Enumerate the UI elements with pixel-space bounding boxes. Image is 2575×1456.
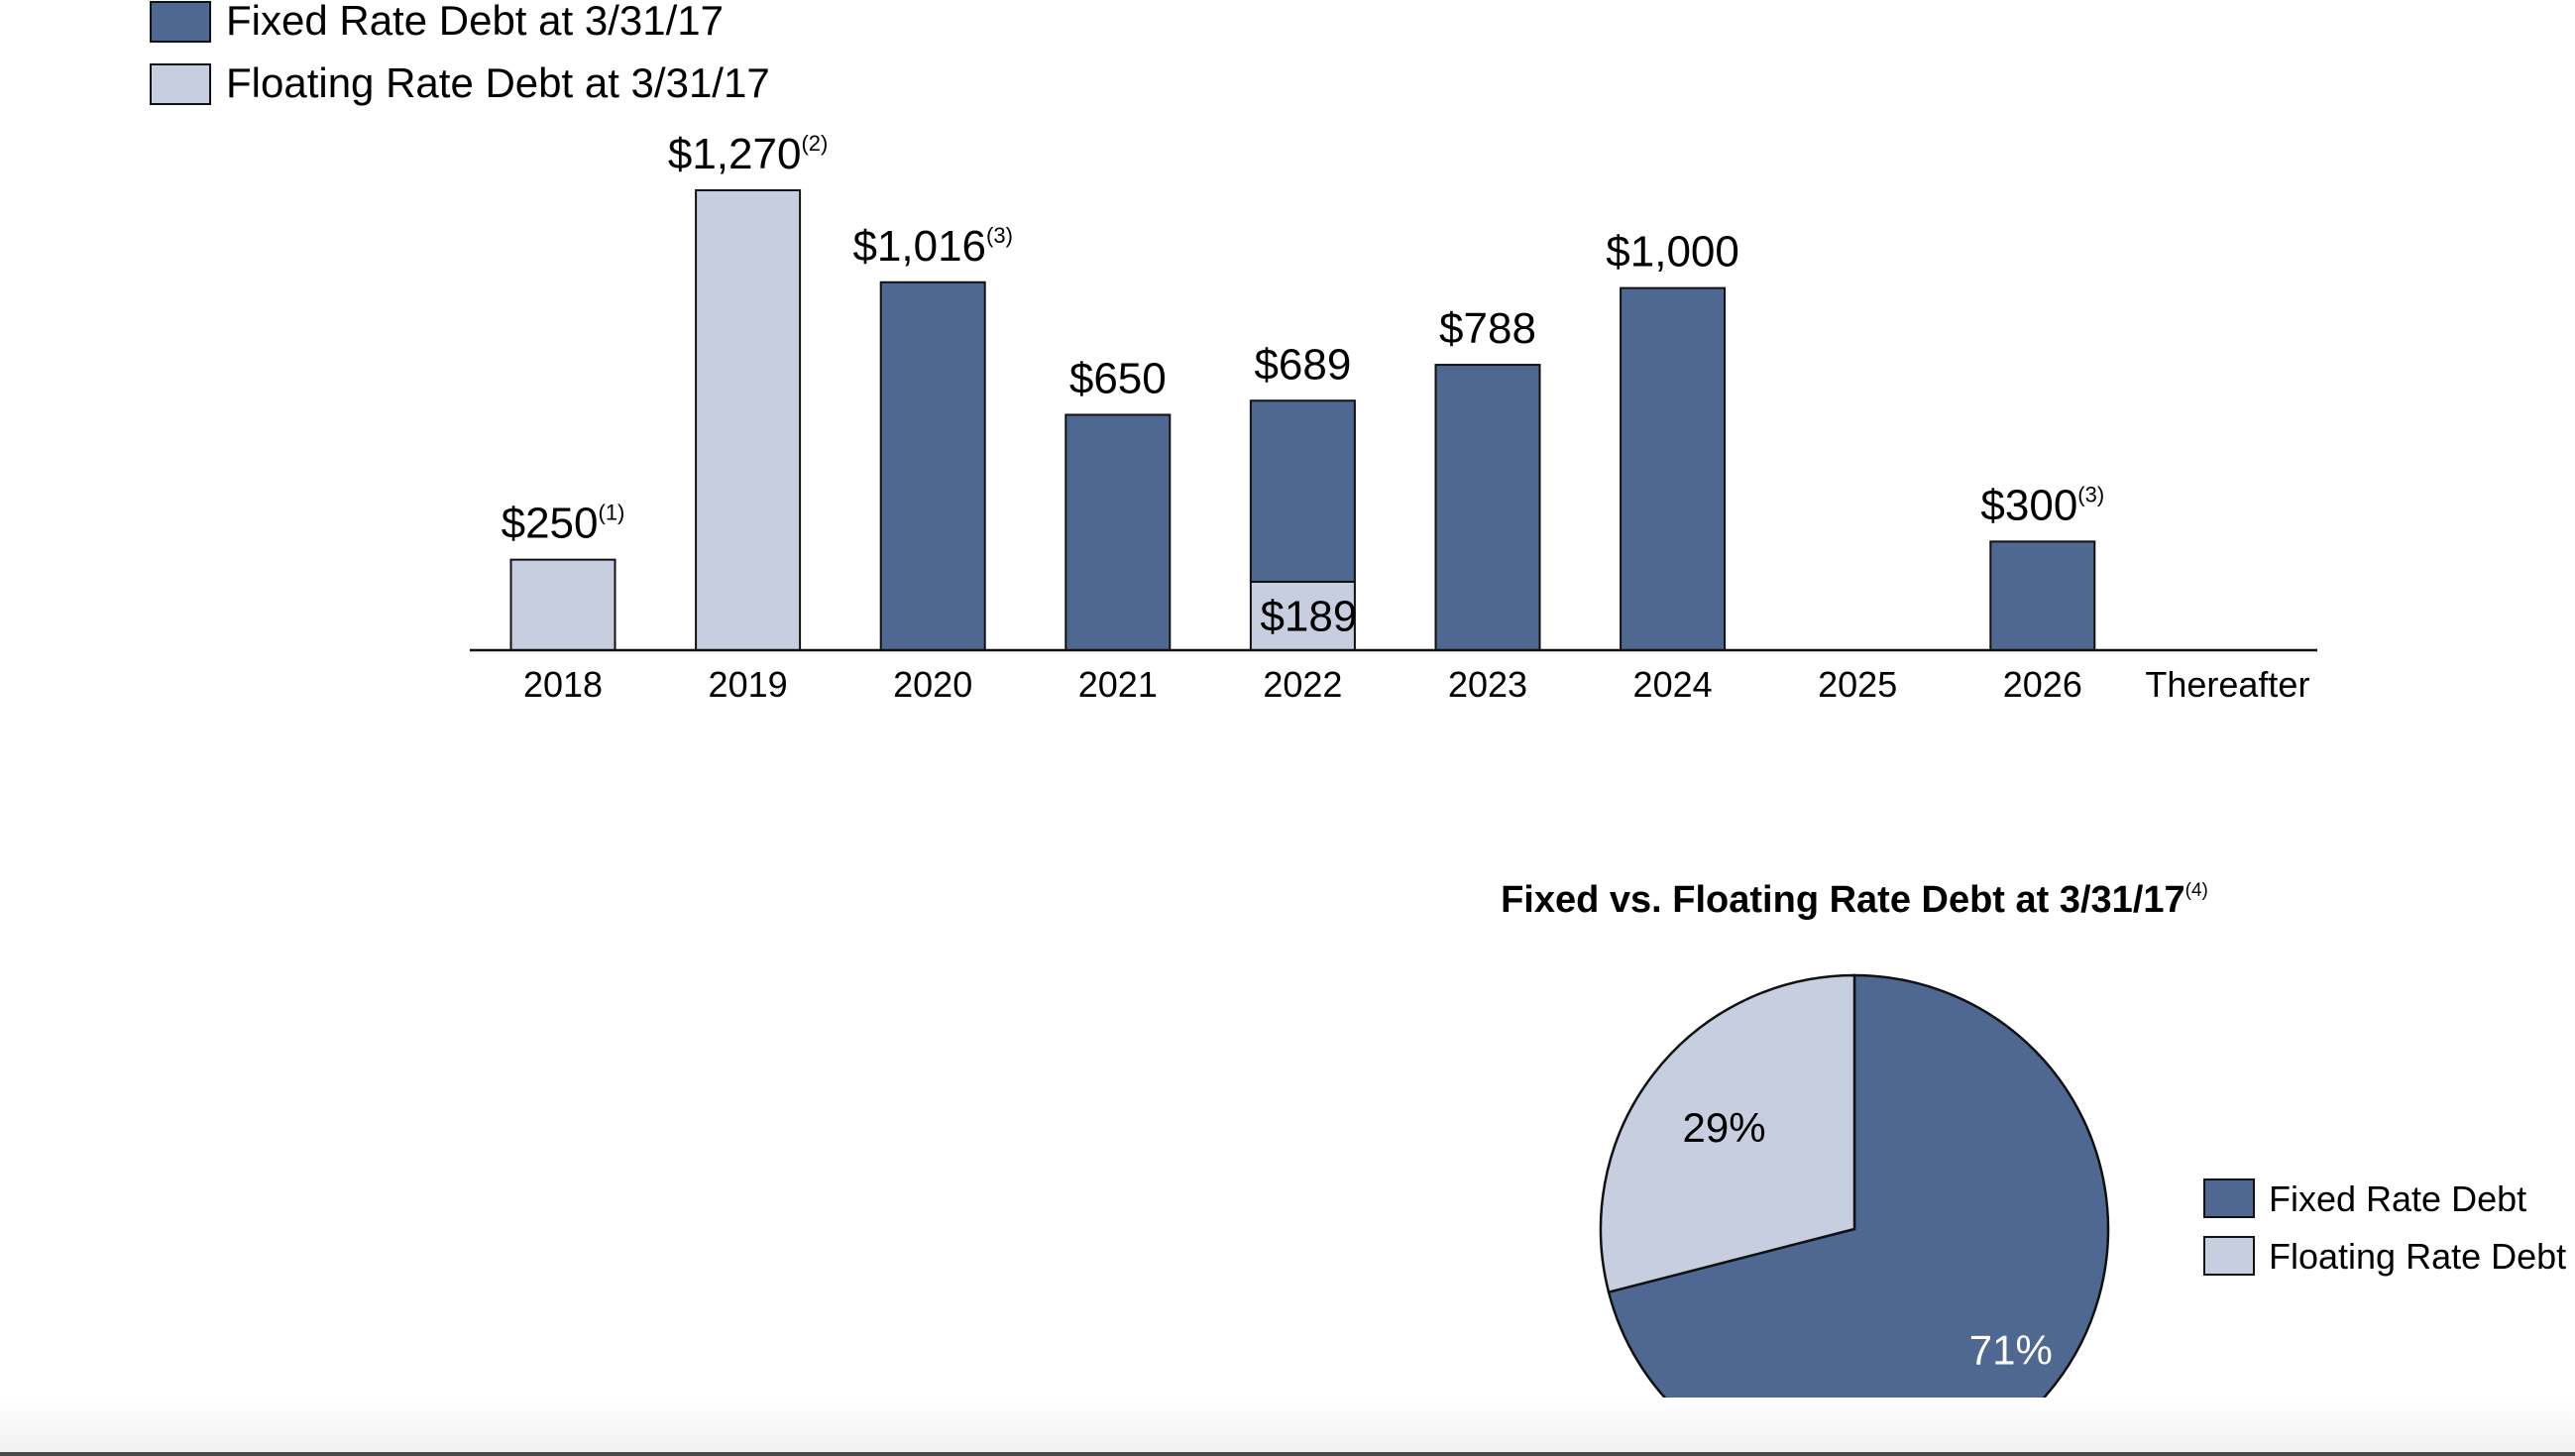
bar-total-label-2018: $250(1): [502, 500, 625, 548]
bar-segment-label-2022: $189: [1260, 592, 1357, 640]
x-tick-label-2025: 2025: [1818, 664, 1897, 705]
bar-floating-2022: [1249, 580, 1356, 652]
x-tick-label-2022: 2022: [1263, 664, 1342, 705]
bar-fixed-2026: [1989, 540, 2096, 652]
bar-chart-legend: Fixed Rate Debt at 3/31/17 Floating Rate …: [150, 0, 770, 106]
legend-swatch-floating: [150, 63, 211, 105]
pie-slice-label-floating: 29%: [1682, 1104, 1765, 1151]
bar-total-label-2023: $788: [1439, 304, 1536, 353]
pie-legend-swatch-fixed: [2203, 1178, 2255, 1218]
x-tick-label-2019: 2019: [709, 664, 788, 705]
legend-label-floating: Floating Rate Debt at 3/31/17: [226, 59, 770, 106]
bar-total-label-2022: $689: [1254, 340, 1351, 389]
bar-total-label-2024: $1,000: [1606, 228, 1739, 277]
pie-slice-label-fixed: 71%: [1969, 1326, 2053, 1373]
bar-fixed-2024: [1620, 286, 1727, 651]
x-tick-label-2024: 2024: [1633, 664, 1713, 705]
x-tick-label-2018: 2018: [523, 664, 603, 705]
x-tick-label-2021: 2021: [1078, 664, 1158, 705]
bar-fixed-2022: [1249, 399, 1356, 583]
pie-slice-floating: [1599, 973, 1856, 1294]
pie-chart-title: Fixed vs. Floating Rate Debt at 3/31/17(…: [1501, 879, 2208, 921]
pie-legend-label-fixed: Fixed Rate Debt: [2269, 1178, 2526, 1219]
window-bottom-edge: [0, 1398, 2575, 1456]
bar-floating-2018: [509, 558, 616, 652]
bar-fixed-2023: [1434, 364, 1541, 651]
bar-total-label-2019: $1,270(2): [668, 130, 828, 178]
x-tick-label-2020: 2020: [893, 664, 972, 705]
bar-floating-2019: [695, 188, 802, 651]
pie-legend-label-floating: Floating Rate Debt: [2269, 1236, 2566, 1277]
bar-chart: 2018 2019 2020 2021 2022 2023 2024 2025 2026 Ther…: [470, 130, 2317, 705]
x-tick-label-2023: 2023: [1448, 664, 1527, 705]
bar-total-label-2020: $1,016(3): [852, 222, 1012, 271]
pie-chart: Fixed vs. Floating Rate Debt at 3/31/17(…: [1501, 879, 2208, 1456]
legend-label-fixed: Fixed Rate Debt at 3/31/17: [226, 0, 724, 44]
bar-fixed-2021: [1064, 413, 1172, 651]
pie-legend-swatch-floating: [2203, 1236, 2255, 1276]
x-tick-label-thereafter: Thereafter: [2145, 664, 2309, 705]
legend-swatch-fixed: [150, 1, 211, 43]
pie-chart-legend: Fixed Rate Debt Floating Rate Debt: [2203, 1178, 2566, 1277]
bar-total-label-2026: $300(3): [1980, 481, 2104, 529]
bar-fixed-2020: [879, 280, 986, 651]
x-tick-label-2026: 2026: [2003, 664, 2082, 705]
bar-total-label-2021: $650: [1069, 355, 1167, 403]
